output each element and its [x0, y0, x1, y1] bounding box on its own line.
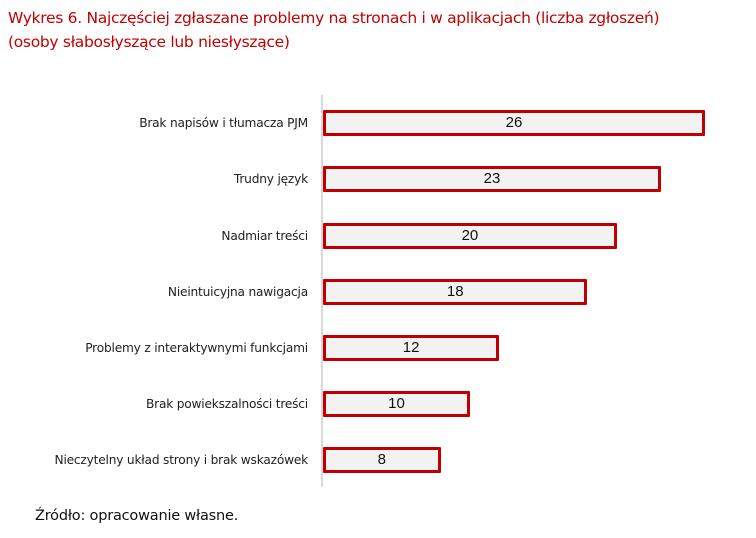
- bar: 10: [323, 391, 470, 417]
- chart-title: Wykres 6. Najczęściej zgłaszane problemy…: [8, 6, 660, 54]
- bar-row: Brak napisów i tłumacza PJM 26: [0, 110, 756, 136]
- category-label: Brak napisów i tłumacza PJM: [139, 116, 308, 130]
- data-label: 8: [377, 451, 386, 468]
- category-axis-line: [321, 95, 323, 487]
- chart-title-line-1: Wykres 6. Najczęściej zgłaszane problemy…: [8, 9, 660, 27]
- data-label: 26: [505, 114, 523, 131]
- bar-row: Problemy z interaktywnymi funkcjami 12: [0, 335, 756, 361]
- bar-row: Trudny język 23: [0, 166, 756, 192]
- bar: 8: [323, 447, 441, 473]
- bar: 12: [323, 335, 500, 361]
- category-label: Nadmiar treści: [221, 229, 308, 243]
- category-label: Nieintuicyjna nawigacja: [167, 285, 308, 299]
- data-label: 12: [402, 339, 420, 356]
- source-note: Źródło: opracowanie własne.: [35, 508, 239, 524]
- data-label: 23: [483, 170, 501, 187]
- bar-row: Nieczytelny układ strony i brak wskazówe…: [0, 447, 756, 473]
- category-label: Brak powiekszalności treści: [145, 397, 308, 411]
- data-label: 18: [446, 283, 464, 300]
- bar-row: Nadmiar treści 20: [0, 223, 756, 249]
- data-label: 10: [388, 395, 405, 412]
- chart-title-line-2: (osoby słabosłyszące lub niesłyszące): [8, 33, 290, 51]
- category-label: Trudny język: [233, 172, 308, 186]
- bar: 20: [323, 223, 617, 249]
- category-label: Problemy z interaktywnymi funkcjami: [85, 341, 308, 355]
- bar-row: Brak powiekszalności treści 10: [0, 391, 756, 417]
- bar: 23: [323, 166, 661, 192]
- bar-row: Nieintuicyjna nawigacja 18: [0, 279, 756, 305]
- category-label: Nieczytelny układ strony i brak wskazówe…: [54, 453, 309, 467]
- data-label: 20: [461, 227, 479, 244]
- bar: 18: [323, 279, 588, 305]
- bar: 26: [323, 110, 705, 136]
